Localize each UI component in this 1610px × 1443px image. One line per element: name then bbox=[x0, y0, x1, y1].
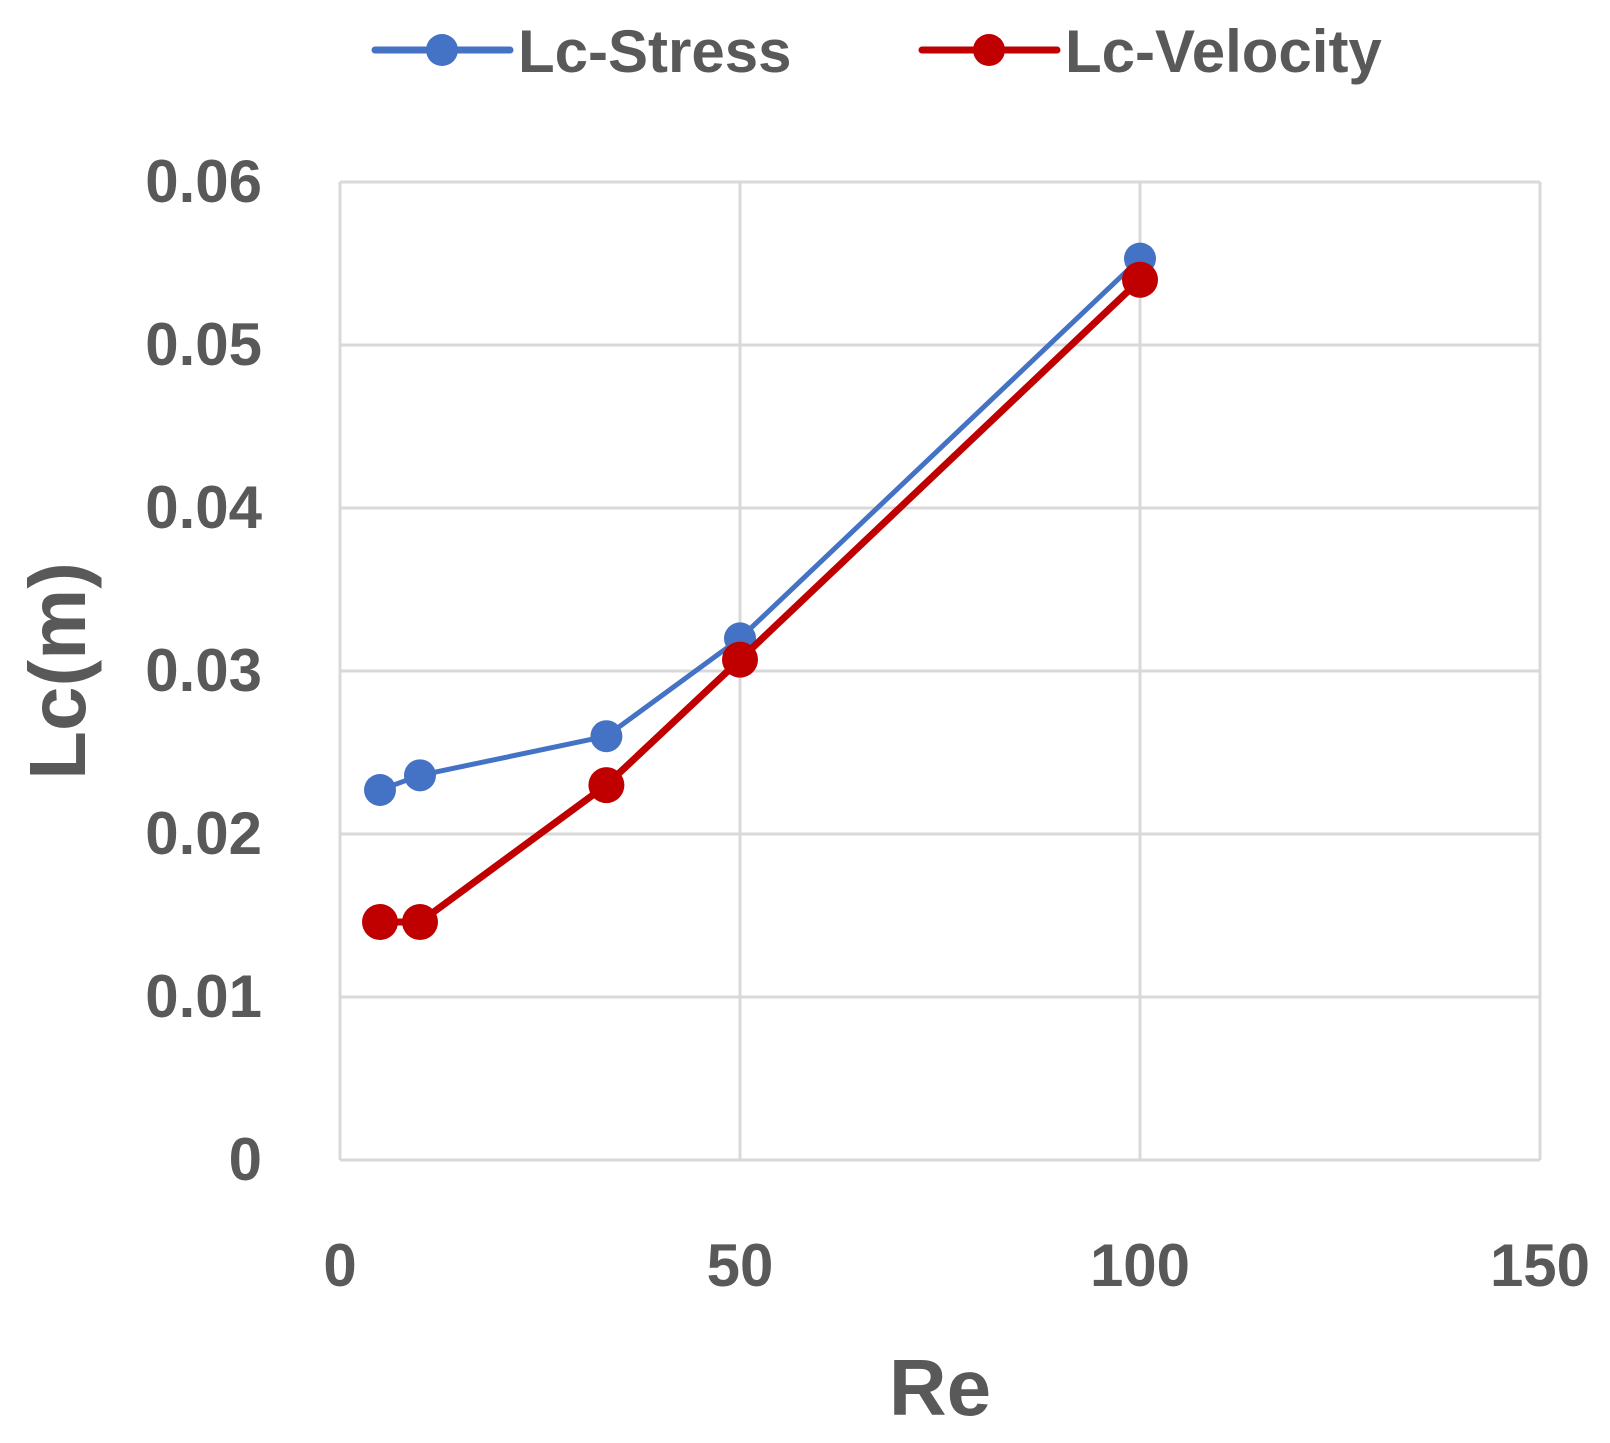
legend: Lc-Stress Lc-Velocity bbox=[371, 18, 1382, 85]
y-tick-label-4: 0.04 bbox=[145, 474, 262, 541]
y-tick-label-5: 0.05 bbox=[145, 311, 262, 378]
data-point-lc-velocity-4 bbox=[1122, 261, 1158, 298]
series-layer bbox=[362, 242, 1158, 941]
y-tick-label-1: 0.01 bbox=[145, 963, 262, 1030]
y-axis-ticks: 0 0.01 0.02 0.03 0.04 0.05 0.06 bbox=[145, 148, 262, 1193]
y-tick-label-0: 0 bbox=[229, 1126, 262, 1193]
x-axis-ticks: 0 50 100 150 bbox=[323, 1232, 1590, 1299]
x-tick-label-1: 50 bbox=[707, 1232, 774, 1299]
x-tick-label-3: 150 bbox=[1490, 1232, 1590, 1299]
data-point-lc-velocity-1 bbox=[402, 904, 438, 941]
x-tick-label-0: 0 bbox=[323, 1232, 356, 1299]
legend-label-lc-velocity: Lc-Velocity bbox=[1065, 18, 1382, 85]
legend-marker-lc-stress bbox=[426, 34, 458, 66]
legend-label-lc-stress: Lc-Stress bbox=[518, 18, 791, 85]
data-point-lc-stress-1 bbox=[404, 759, 436, 792]
data-point-lc-stress-2 bbox=[590, 720, 623, 753]
data-point-lc-velocity-2 bbox=[588, 767, 625, 804]
data-point-lc-stress-0 bbox=[364, 773, 396, 806]
y-tick-label-2: 0.02 bbox=[145, 800, 262, 867]
x-axis-title: Re bbox=[889, 1343, 991, 1432]
data-point-lc-velocity-3 bbox=[722, 641, 758, 678]
x-tick-label-2: 100 bbox=[1090, 1232, 1190, 1299]
legend-marker-lc-velocity bbox=[973, 34, 1005, 66]
y-tick-label-6: 0.06 bbox=[145, 148, 262, 215]
y-tick-label-3: 0.03 bbox=[145, 637, 262, 704]
data-point-lc-velocity-0 bbox=[362, 904, 398, 941]
y-axis-title: Lc(m) bbox=[13, 562, 102, 780]
